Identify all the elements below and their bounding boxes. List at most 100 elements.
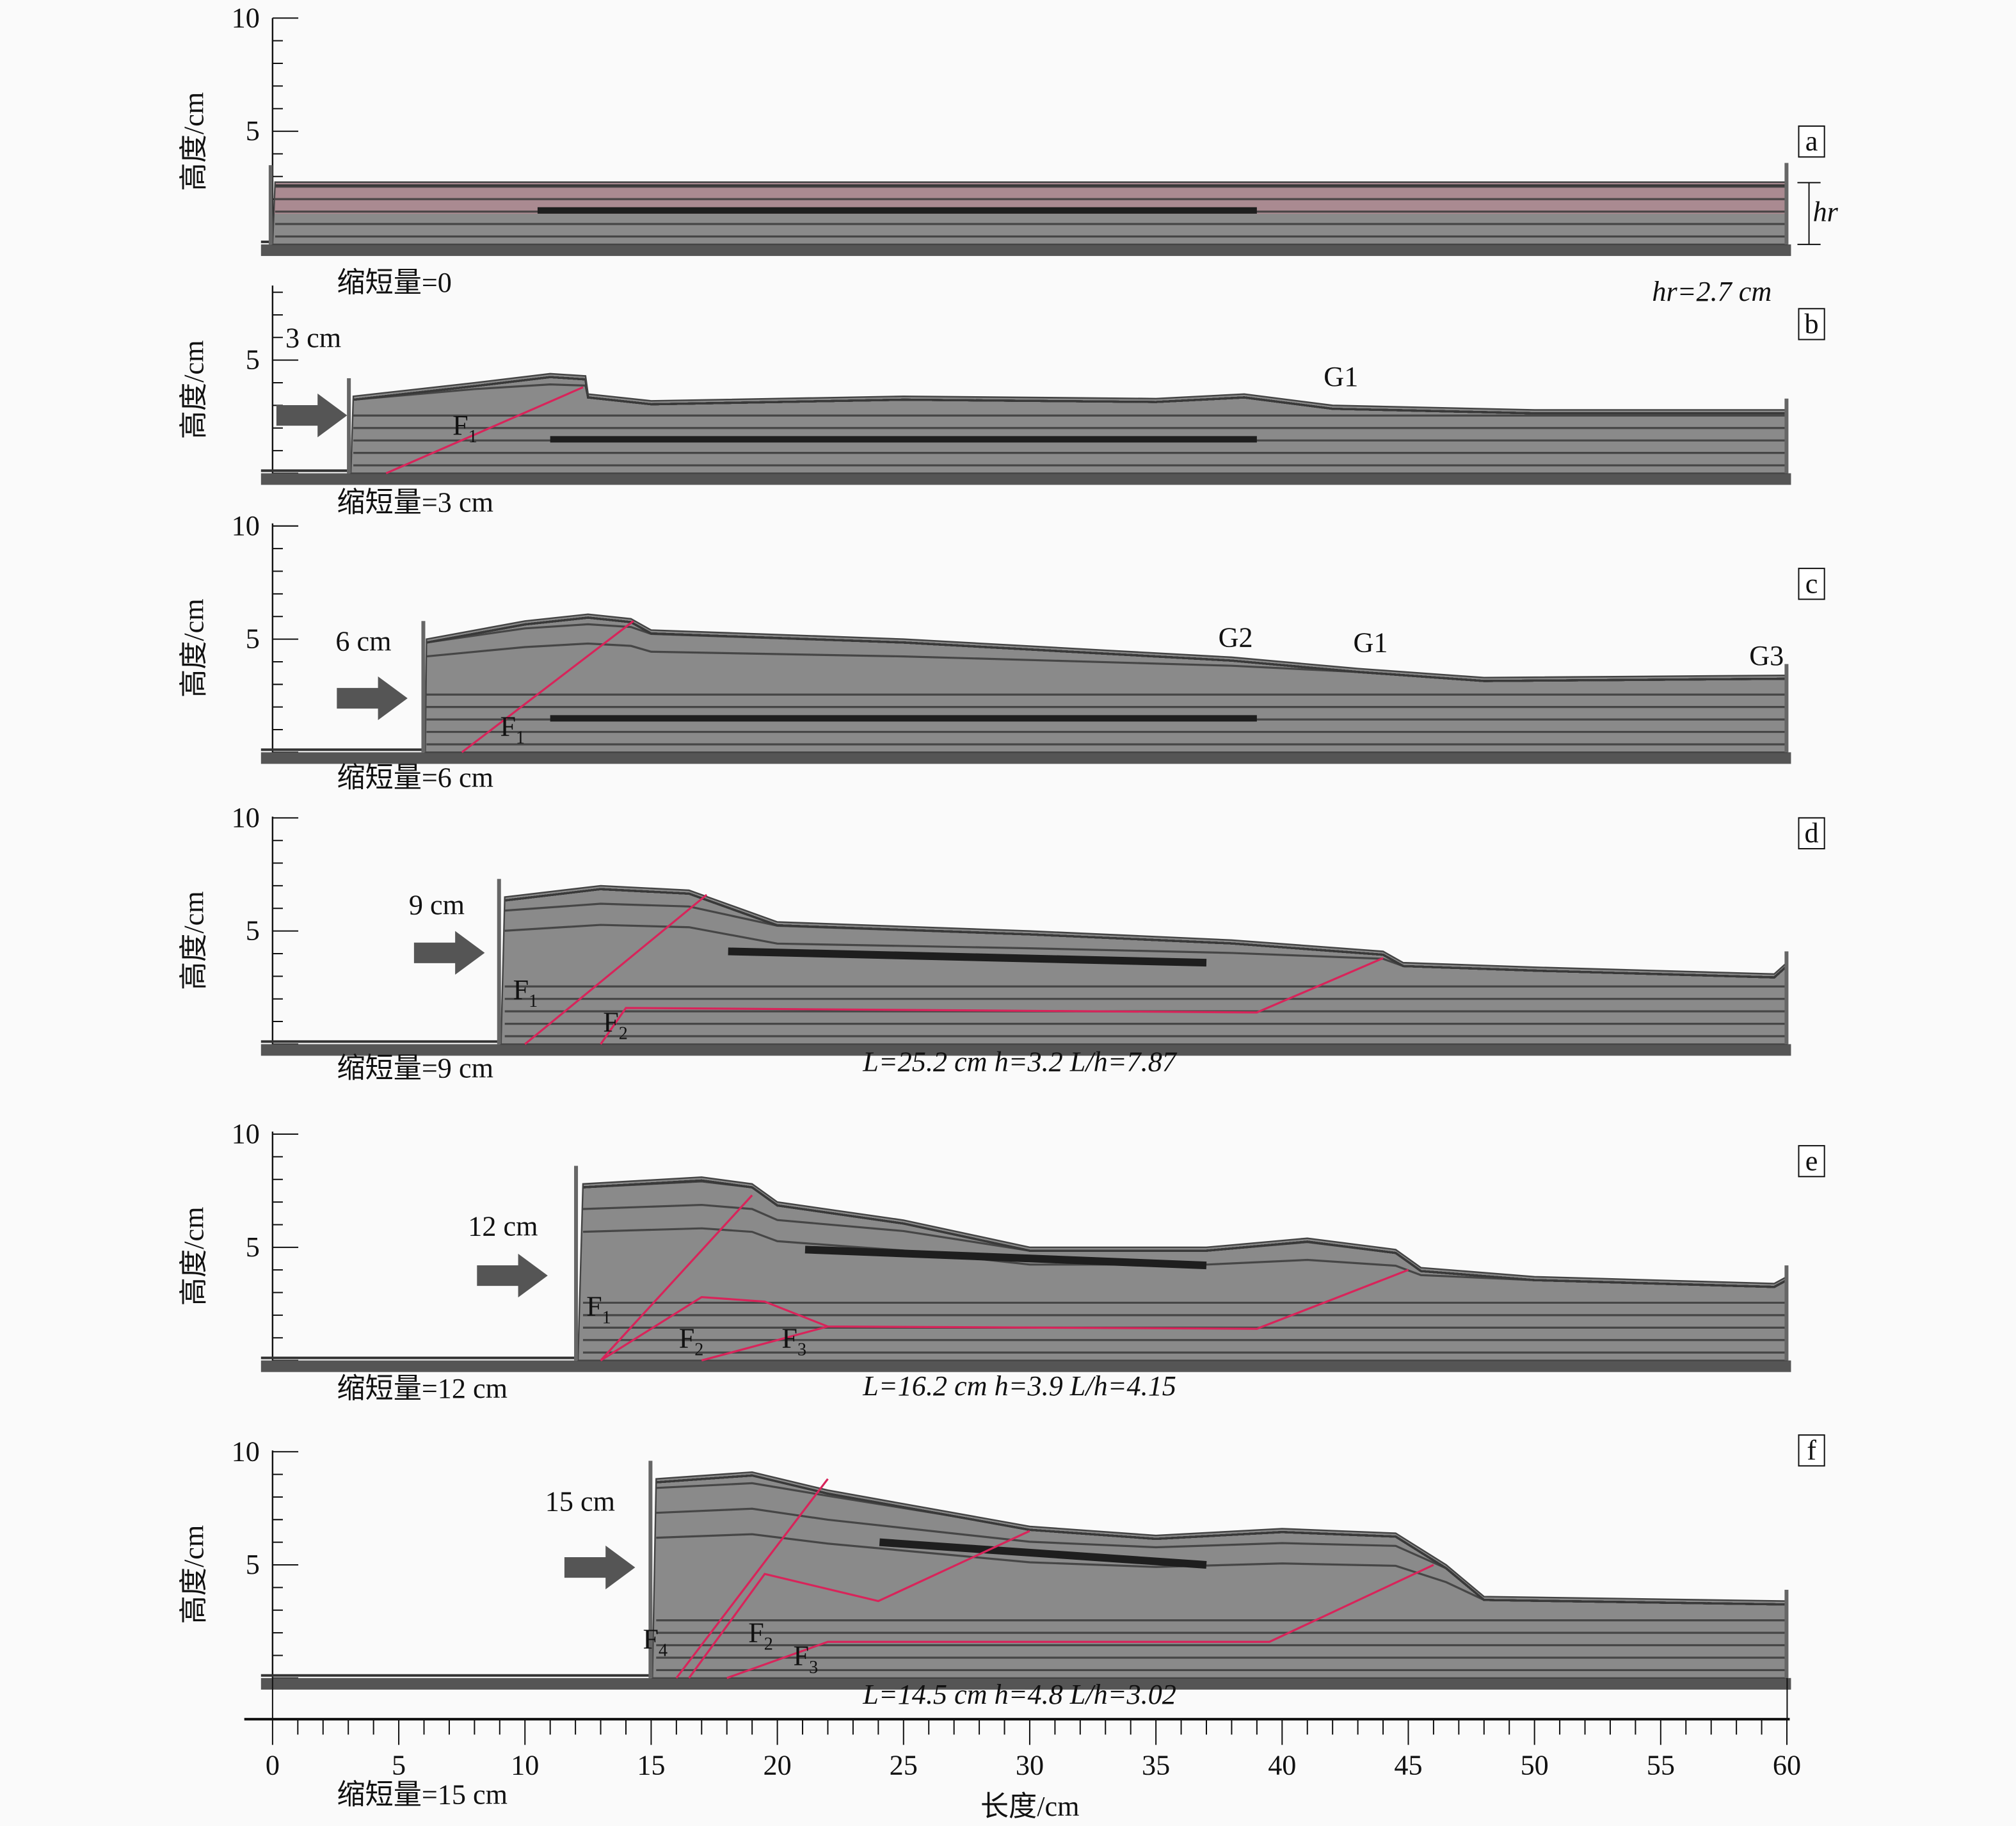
y-axis-label: 高度/cm — [178, 598, 209, 698]
length-height-ratio: L=25.2 cm h=3.2 L/h=7.87 — [862, 1046, 1178, 1078]
sand-model — [500, 885, 1788, 1045]
base-plate — [260, 1678, 1791, 1690]
fault-letter: F — [679, 1323, 695, 1354]
fault-label: F1 — [513, 974, 538, 1011]
x-tick-label: 35 — [1142, 1749, 1170, 1781]
end-wall — [1784, 163, 1789, 244]
fault-subscript: 1 — [468, 427, 477, 447]
fault-label: F1 — [452, 410, 477, 447]
fault-subscript: 3 — [797, 1340, 806, 1360]
x-tick-label: 60 — [1773, 1749, 1801, 1781]
fault-letter: F — [781, 1323, 797, 1354]
x-tick-label: 55 — [1647, 1749, 1675, 1781]
x-tick-label: 50 — [1521, 1749, 1549, 1781]
sand-model — [351, 373, 1788, 474]
push-arrow-icon — [564, 1545, 636, 1590]
y-axis: 10 5 高度/cm — [178, 510, 299, 758]
x-tick-label: 45 — [1394, 1749, 1422, 1781]
x-tick-label: 40 — [1268, 1749, 1296, 1781]
push-arrow-icon — [337, 676, 408, 721]
length-height-ratio: L=16.2 cm h=3.9 L/h=4.15 — [862, 1370, 1176, 1402]
panel-letter-box — [1798, 1145, 1825, 1178]
fault-letter: F — [748, 1617, 764, 1649]
x-axis-label: 长度/cm — [980, 1791, 1080, 1822]
fault-subscript: 4 — [659, 1641, 668, 1661]
panel-letter: a — [1805, 125, 1818, 157]
base-plate — [260, 1044, 1791, 1056]
fault-label: F3 — [781, 1323, 806, 1360]
y-tick-label: 10 — [232, 2, 260, 33]
sand-model — [578, 1177, 1788, 1361]
fault-line — [524, 893, 708, 1045]
base-plate — [260, 244, 1791, 256]
y-axis-label: 高度/cm — [178, 92, 209, 191]
piston-wall — [421, 621, 426, 753]
fault-subscript: 1 — [529, 991, 538, 1011]
panel-b: 5 高度/cm F1 3 cm G1 b 缩短量=3 cm — [178, 285, 1825, 518]
y-tick-label: 5 — [246, 915, 260, 947]
piston-wall — [648, 1461, 653, 1678]
y-tick-label: 5 — [246, 623, 260, 655]
y-axis: 10 5 高度/cm — [178, 1118, 299, 1366]
fault-letter: F — [586, 1290, 602, 1322]
fault-label: F3 — [794, 1640, 819, 1678]
fault-letter: F — [513, 974, 529, 1005]
end-wall — [1784, 664, 1789, 753]
gauge-label: G3 — [1749, 640, 1784, 671]
fault-label: F2 — [679, 1323, 704, 1360]
fault-line — [461, 620, 634, 753]
panel-letter-box — [1798, 817, 1825, 850]
fault-subscript: 1 — [516, 728, 525, 748]
x-tick-label: 0 — [266, 1749, 280, 1781]
end-wall — [1784, 1589, 1789, 1678]
fault-label: F2 — [603, 1006, 628, 1043]
y-tick-label: 10 — [232, 1436, 260, 1467]
fault-label: F1 — [500, 710, 525, 748]
fault-subscript: 3 — [809, 1658, 818, 1678]
fault-line — [675, 1478, 829, 1679]
y-axis-label: 高度/cm — [178, 1207, 209, 1306]
y-tick-label: 5 — [246, 344, 260, 376]
gauge-label: G1 — [1354, 627, 1388, 659]
end-wall — [1784, 951, 1789, 1045]
y-axis: 10 5 高度/cm — [178, 2, 299, 250]
hr-note: hr=2.7 cm — [1652, 276, 1772, 307]
y-tick-label: 5 — [246, 1549, 260, 1580]
sand-model — [652, 1472, 1788, 1678]
panel-letter-box — [1798, 1434, 1825, 1467]
fault-subscript: 2 — [764, 1635, 773, 1654]
fault-label: F2 — [748, 1617, 773, 1654]
panel-letter: c — [1805, 568, 1818, 599]
panel-letter-box — [1798, 308, 1825, 340]
sand-model — [272, 182, 1788, 244]
displacement-label: 9 cm — [409, 890, 465, 921]
y-axis-label: 高度/cm — [178, 340, 209, 440]
fault-line — [385, 386, 584, 474]
panel-letter: d — [1805, 817, 1819, 849]
push-arrow-icon — [413, 931, 485, 975]
piston-wall — [574, 1165, 579, 1361]
hr-marker: hr — [1813, 196, 1839, 228]
fault-label: F4 — [643, 1624, 668, 1661]
y-axis: 5 高度/cm — [178, 285, 299, 479]
fault-line — [726, 1564, 1434, 1679]
push-arrow-icon — [477, 1253, 548, 1298]
fault-letter: F — [794, 1640, 810, 1672]
fault-subscript: 2 — [694, 1340, 703, 1360]
x-tick-label: 15 — [637, 1749, 665, 1781]
piston-wall — [347, 378, 351, 474]
piston-wall — [268, 165, 273, 244]
x-tick-label: 5 — [392, 1749, 406, 1781]
y-tick-label: 10 — [232, 802, 260, 833]
displacement-label: 15 cm — [545, 1486, 615, 1518]
gauge-label: G2 — [1219, 622, 1253, 653]
end-wall — [1784, 398, 1789, 474]
length-height-ratio: L=14.5 cm h=4.8 L/h=3.02 — [862, 1679, 1176, 1710]
shortening-label: 缩短量=6 cm — [337, 762, 493, 794]
fault-subscript: 1 — [602, 1308, 611, 1327]
y-tick-label: 5 — [246, 115, 260, 147]
fault-letter: F — [500, 710, 516, 742]
